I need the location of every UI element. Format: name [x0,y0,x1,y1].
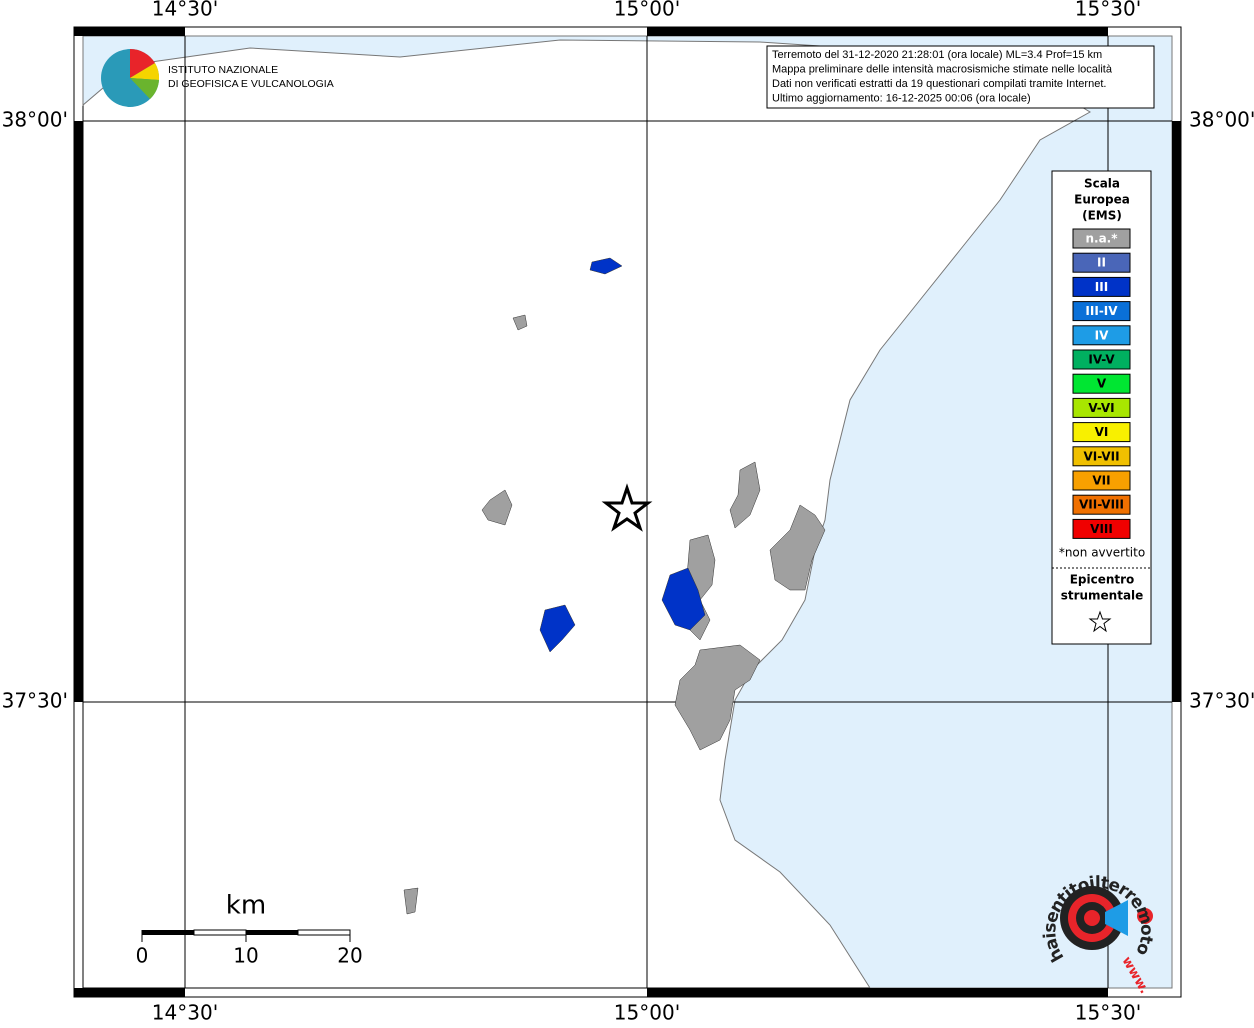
legend-swatch [1072,397,1131,418]
locality [661,567,706,631]
logo-text: ISTITUTO NAZIONALE [168,64,278,76]
scale-bar [141,929,351,942]
info-line: Dati non verificati estratti da 19 quest… [772,78,1106,90]
locality [589,257,623,275]
legend-label: VIII [1090,522,1113,536]
legend-label: III [1095,280,1108,294]
locality [512,314,528,331]
legend-swatch [1072,228,1131,249]
legend-swatch [1072,422,1131,443]
locality [481,489,513,526]
legend-title: (EMS) [1082,209,1122,223]
lon-label: 14°30' [152,1001,218,1025]
lon-label: 14°30' [152,0,218,21]
legend-note: *non avvertito [1059,546,1145,560]
legend-title: Scala [1084,177,1120,191]
legend-swatch [1072,446,1131,467]
legend-label: VII-VIII [1079,498,1124,512]
locality [769,504,826,591]
sea [82,35,1173,989]
legend-swatch [1072,301,1131,322]
lon-label: 15°00' [614,1001,680,1025]
legend-label: V [1097,377,1107,391]
scale-label: 10 [233,944,258,968]
legend-star [1088,610,1112,633]
locality [729,461,761,529]
legend-swatch [1072,252,1131,273]
ingv-logo: ISTITUTO NAZIONALE DI GEOFISICA E VULCAN… [101,48,334,107]
lon-label: 15°30' [1075,1001,1141,1025]
lat-label: 37°30' [1189,689,1254,713]
legend-label: n.a.* [1085,232,1118,246]
legend-label: IV [1095,328,1109,342]
frame-bars [74,27,1181,997]
legend-label: VI [1095,425,1109,439]
legend-epicenter: strumentale [1061,589,1144,603]
legend-label: VI-VII [1083,449,1119,463]
epicenter [601,483,653,532]
legend-swatch [1072,349,1131,370]
info-line: Terremoto del 31-12-2020 21:28:01 (ora l… [772,49,1102,61]
legend-title: Europea [1074,193,1130,207]
localities [403,257,826,915]
legend-label: VII [1092,474,1110,488]
legend-epicenter: Epicentro [1070,573,1135,587]
info-line: Ultimo aggiornamento: 16-12-2025 00:06 (… [772,92,1031,104]
legend-label: V-VI [1088,401,1114,415]
legend-swatch [1072,276,1131,297]
scale-label: 20 [337,944,362,968]
info-box [766,45,1155,109]
legend-swatch [1072,373,1131,394]
legend-label: II [1097,256,1106,270]
scale-unit: km [226,891,266,921]
legend-swatch [1072,518,1131,539]
info-line: Mappa preliminare delle intensità macros… [772,63,1113,75]
locality [674,644,761,751]
locality [539,604,576,653]
logo-text: DI GEOFISICA E VULCANOLOGIA [168,78,334,90]
lat-label: 37°30' [2,689,68,713]
legend-swatch [1072,325,1131,346]
locality [403,887,419,915]
legend-label: III-IV [1085,304,1118,318]
lat-label: 38°00' [2,108,68,132]
legend-label: IV-V [1088,353,1115,367]
legend-swatch [1072,494,1131,515]
graticule [83,36,1172,988]
legend-swatch [1072,470,1131,491]
lat-label: 38°00' [1189,108,1254,132]
lon-label: 15°30' [1075,0,1141,21]
scale-label: 0 [136,944,149,968]
lon-label: 15°00' [614,0,680,21]
